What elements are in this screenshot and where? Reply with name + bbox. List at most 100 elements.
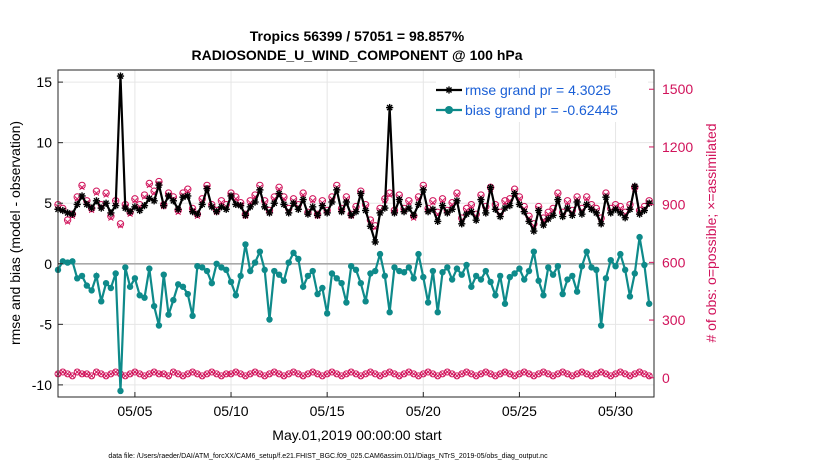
data-file-footnote: data file: /Users/raeder/DAI/ATM_forcXX/… [108,453,548,460]
x-stroke [108,215,114,221]
x-stroke [583,196,590,202]
x-stroke [386,192,393,198]
star-stroke [352,208,360,215]
x-stroke [444,369,451,375]
star-stroke [626,206,634,213]
bias-point [612,263,619,270]
rmse-point [477,195,485,204]
rmse-point [621,214,629,222]
star-stroke [516,201,523,208]
bias-point [131,275,139,282]
bias-point [376,250,384,258]
star-stroke [497,213,504,220]
obs-possible-point [140,191,149,199]
star-stroke [588,206,595,213]
x-stroke [507,371,513,377]
star-stroke [208,203,215,210]
rmse-point [544,215,552,223]
bias-point [107,284,115,292]
rmse-point [419,186,427,194]
bias-point [583,248,590,255]
rmse-point [362,206,370,215]
x-stroke [636,369,643,375]
star-stroke [607,209,614,216]
bias-point [477,276,485,283]
rmse-point [366,222,375,230]
star-stroke [511,190,518,197]
rmse-point [333,186,341,194]
rmse-point [381,204,389,212]
bias-point [415,250,422,258]
bias-point [78,272,86,280]
rmse-point [535,206,543,215]
bias-point [280,277,288,284]
star-stroke [410,212,417,219]
obs-assimilated-point [430,199,436,206]
x-stroke [564,371,571,377]
x-stroke [151,369,157,375]
x-stroke [295,371,302,377]
rmse-point [386,103,394,112]
obs-assimilated-point [300,192,306,198]
rmse-point [232,200,240,209]
rmse-point [482,209,490,217]
star-stroke [136,207,143,214]
x-stroke [88,373,95,379]
star-stroke [578,211,585,218]
bias-point [150,302,158,310]
star-stroke [103,200,110,207]
star-stroke [646,200,653,207]
bias-point [338,279,345,287]
star-stroke [78,192,86,199]
obs-possible-point [102,189,110,197]
obs-possible-point [429,197,437,205]
rmse-point [188,208,197,216]
chart-title: Tropics 56399 / 57051 = 98.857% [250,28,465,44]
star-stroke [338,208,345,215]
y-left-tick-label: 0 [44,256,52,272]
obs-assimilated-point [185,188,191,194]
obs-assimilated-point [406,199,412,206]
bias-point [396,267,403,275]
star-stroke [69,211,76,218]
star-stroke [127,208,134,215]
legend-box [436,78,648,122]
obs-assimilated-point [93,190,100,196]
star-stroke [473,217,480,224]
x-stroke [367,369,374,375]
rmse-point [424,208,432,216]
bias-point [179,283,187,290]
star-stroke [372,238,379,246]
star-stroke [74,201,81,208]
rmse-point [92,197,101,205]
star-stroke [184,192,191,199]
star-stroke [420,186,427,193]
bias-point [410,275,417,282]
x-stroke [69,373,76,379]
obs-assimilated-point [309,198,316,204]
rmse-point [280,200,288,209]
bias-point [275,271,283,278]
bias-point [641,261,648,269]
x-stroke [146,182,153,189]
bias-point [482,267,489,275]
star-stroke [343,198,350,206]
bias-point [554,263,562,270]
bias-point [160,271,167,278]
x-stroke [170,369,177,375]
star-stroke [252,198,259,206]
obs-assimilated-point [117,223,124,229]
star-stroke [501,205,509,212]
x-stroke [617,205,624,212]
x-stroke [132,369,138,375]
obs-assimilated-point [468,203,475,210]
x-stroke [463,369,470,375]
bias-point [93,272,100,280]
bias-point [472,272,480,280]
x-stroke [103,192,109,198]
rmse-point [434,217,442,225]
bias-point [256,248,264,255]
legend: rmse grand pr = 4.3025 bias grand pr = -… [436,78,648,122]
obs-possible-point [78,181,86,190]
star-stroke [357,190,364,197]
